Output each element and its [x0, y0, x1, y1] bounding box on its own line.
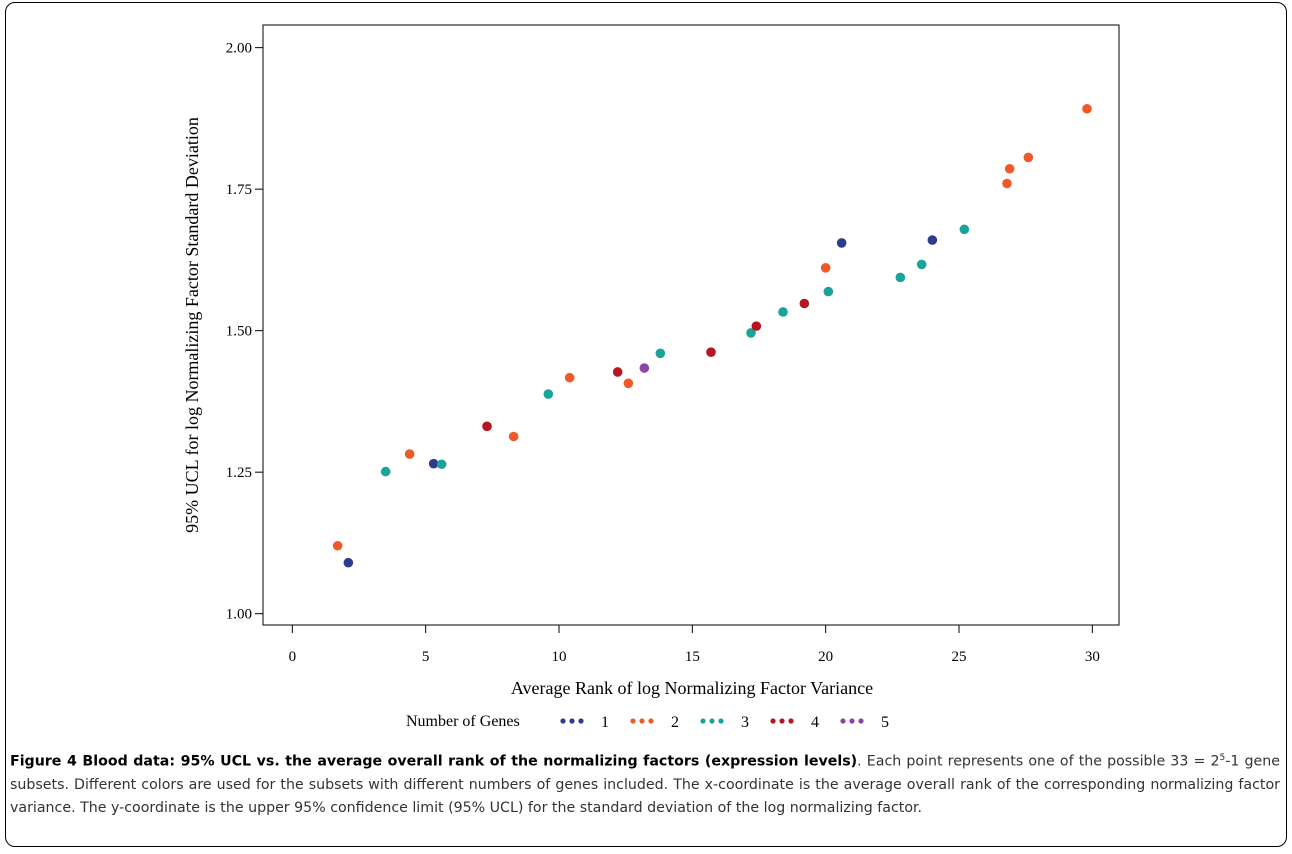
data-point-series-1	[428, 458, 439, 469]
legend-marker-3	[718, 718, 724, 724]
x-tick-label: 15	[685, 649, 700, 665]
legend-marker-1	[569, 718, 575, 724]
data-point-series-2	[1023, 152, 1034, 163]
caption-superscript: 5	[1219, 753, 1226, 763]
figure-caption: Figure 4 Blood data: 95% UCL vs. the ave…	[10, 747, 1280, 820]
data-point-series-2	[332, 540, 343, 551]
x-axis-label: Average Rank of log Normalizing Factor V…	[511, 678, 873, 698]
x-tick-label: 30	[1085, 649, 1100, 665]
x-tick-label: 20	[818, 649, 833, 665]
data-point-series-1	[836, 238, 847, 248]
legend-label-2: 2	[671, 714, 679, 731]
caption-text-2: -1 gene subsets. Different colors are us…	[10, 753, 1280, 816]
data-point-series-3	[823, 286, 834, 297]
scatter-plot: 0 5 10 15 20 25 301.001.251.501.752.00 Average…	[182, 24, 1120, 731]
data-point-series-2	[1002, 178, 1012, 189]
data-point-series-1	[927, 235, 938, 245]
data-point-series-3	[916, 259, 927, 270]
data-point-series-3	[746, 328, 756, 338]
y-tick-label: 1.00	[226, 607, 252, 623]
data-point-series-2	[1082, 103, 1092, 114]
data-point-series-2	[508, 431, 519, 442]
data-point-series-3	[959, 224, 970, 235]
data-point-series-5	[639, 363, 650, 373]
data-point-series-2	[820, 263, 831, 273]
legend-marker-1	[578, 718, 584, 724]
legend-label-4: 4	[811, 714, 819, 731]
y-tick-label: 1.50	[226, 324, 252, 340]
plot-area-border	[262, 24, 1120, 626]
y-tick-label: 1.25	[226, 465, 252, 481]
data-point-series-4	[799, 298, 810, 309]
legend-marker-1	[560, 718, 566, 724]
legend-label-3: 3	[741, 714, 749, 731]
legend-title: Number of Genes	[406, 713, 520, 730]
data-point-series-3	[543, 389, 554, 399]
data-point-series-3	[436, 459, 447, 470]
legend-label-1: 1	[601, 714, 609, 731]
data-point-series-3	[778, 307, 788, 317]
legend-marker-5	[849, 718, 855, 724]
y-tick-label: 2.00	[226, 41, 252, 57]
legend-marker-3	[700, 718, 706, 724]
data-point-series-2	[564, 372, 575, 383]
legend-marker-2	[648, 718, 654, 724]
data-point-series-4	[612, 367, 623, 377]
data-points	[332, 103, 1092, 568]
data-point-series-1	[343, 557, 354, 568]
data-point-series-4	[751, 321, 762, 331]
legend-label-5: 5	[881, 714, 889, 731]
x-tick-label: 25	[952, 649, 967, 665]
data-point-series-2	[1004, 163, 1015, 174]
x-tick-label: 10	[552, 649, 567, 665]
axis-ticks: 0 5 10 15 20 25 30 1.00 1.25 1.50 1.75 2.00	[226, 41, 1100, 665]
y-tick-label: 1.75	[226, 182, 252, 198]
legend-marker-4	[770, 718, 776, 724]
caption-text-1: . Each point represents one of the possi…	[857, 753, 1220, 770]
caption-label: Figure 4 Blood data: 95% UCL vs. the ave…	[10, 753, 858, 770]
x-tick-label: 0	[289, 649, 297, 665]
legend-marker-4	[788, 718, 794, 724]
legend-marker-5	[858, 718, 864, 724]
data-point-series-2	[404, 449, 415, 459]
data-point-series-4	[706, 347, 716, 357]
legend-marker-5	[840, 718, 846, 724]
figure-frame	[5, 2, 1287, 847]
x-tick-label: 5	[422, 649, 430, 665]
legend-marker-4	[779, 718, 785, 724]
legend-marker-3	[709, 718, 715, 724]
data-point-series-3	[380, 466, 391, 477]
data-point-series-3	[895, 272, 906, 283]
data-point-series-2	[623, 378, 634, 389]
legend-marker-2	[639, 718, 645, 724]
legend-marker-2	[630, 718, 636, 724]
y-axis-label: 95% UCL for log Normalizing Factor Stand…	[182, 117, 202, 533]
legend: Number of Genes 1 2 3 4 5	[406, 713, 889, 731]
data-point-series-3	[655, 348, 666, 359]
data-point-series-4	[482, 421, 492, 432]
